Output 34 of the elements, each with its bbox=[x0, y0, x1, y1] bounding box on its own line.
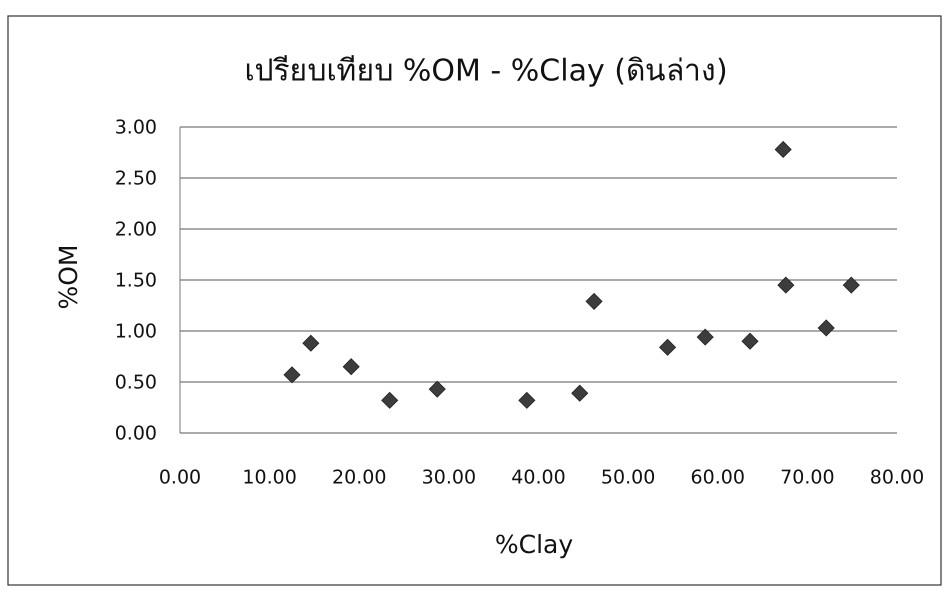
point bbox=[342, 358, 360, 376]
y-tick-label: 1.50 bbox=[114, 270, 157, 292]
x-tick-label: 80.00 bbox=[870, 466, 924, 489]
y-tick-label: 0.00 bbox=[114, 422, 157, 445]
x-tick-label: 40.00 bbox=[511, 466, 566, 489]
point bbox=[696, 328, 714, 346]
point bbox=[774, 141, 792, 158]
x-tick-label: 70.00 bbox=[780, 466, 835, 489]
point bbox=[302, 334, 320, 352]
chart-title: เปรียบเทียบ %OM - %Clay (ดินล่าง) bbox=[244, 54, 728, 88]
y-tick-label: 3.00 bbox=[114, 116, 157, 139]
y-axis-title: %OM bbox=[54, 244, 83, 310]
point bbox=[381, 392, 398, 409]
x-tick-label: 30.00 bbox=[422, 466, 476, 489]
point bbox=[518, 392, 536, 409]
x-tick-label: 0.00 bbox=[158, 466, 202, 489]
point bbox=[742, 332, 758, 350]
x-tick-label: 50.00 bbox=[600, 466, 656, 489]
y-tick-label: 0.50 bbox=[114, 372, 157, 394]
x-tick-label: 20.00 bbox=[332, 466, 386, 489]
point bbox=[818, 320, 835, 336]
point bbox=[777, 276, 794, 294]
y-tick-label: 2.50 bbox=[114, 168, 157, 190]
x-axis-title: %Clay bbox=[494, 530, 574, 559]
x-tick-label: 10.00 bbox=[242, 466, 297, 489]
y-tick-label: 2.00 bbox=[114, 218, 157, 241]
x-tick-label: 60.00 bbox=[690, 466, 745, 489]
point bbox=[284, 366, 300, 384]
point bbox=[428, 380, 446, 398]
point bbox=[571, 384, 588, 402]
y-tick-label: 1.00 bbox=[114, 320, 157, 343]
point bbox=[659, 338, 676, 356]
point bbox=[586, 293, 602, 310]
point bbox=[842, 276, 860, 294]
